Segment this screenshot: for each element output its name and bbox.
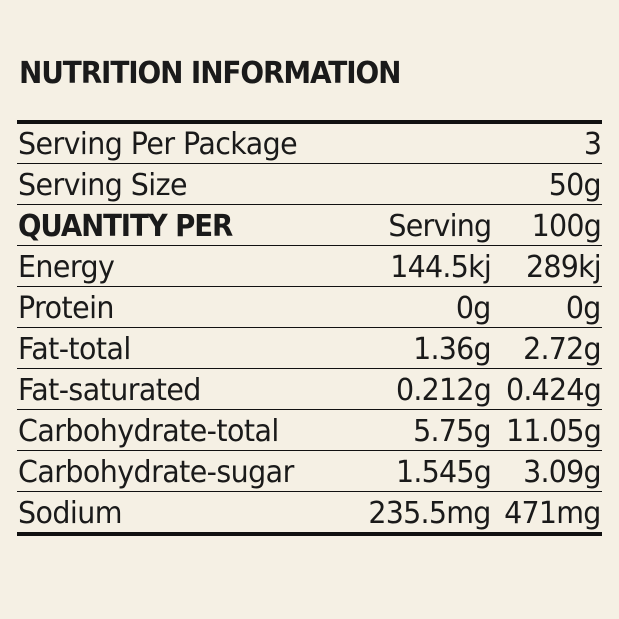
nutrient-label: Carbohydrate-sugar	[18, 455, 294, 490]
per-serving-value: 144.5kj	[390, 250, 491, 285]
table-row: Carbohydrate-total 5.75g 11.05g	[17, 410, 602, 451]
per-serving-value: 5.75g	[413, 414, 492, 449]
per-100g-value: 289kj	[525, 250, 602, 285]
table-bottom-rule	[17, 532, 602, 536]
nutrient-label: Fat-saturated	[18, 373, 201, 408]
nutrient-label: Sodium	[18, 496, 123, 531]
serving-size-value: 50g	[548, 168, 602, 203]
per-100g-value: 2.72g	[523, 332, 602, 367]
per-serving-column-header: Serving	[388, 209, 492, 244]
table-row: Fat-saturated 0.212g 0.424g	[17, 369, 602, 410]
servings-per-package-label: Serving Per Package	[18, 127, 298, 162]
quantity-header-row: QUANTITY PER Serving 100g	[17, 205, 602, 246]
per-serving-value: 235.5mg	[368, 496, 492, 531]
per-100g-column-header: 100g	[531, 209, 602, 244]
table-row: Energy 144.5kj 289kj	[17, 246, 602, 287]
per-100g-value: 0g	[566, 291, 601, 326]
servings-per-package-row: Serving Per Package 3	[17, 124, 602, 164]
per-serving-value: 1.36g	[413, 332, 492, 367]
quantity-per-label: QUANTITY PER	[18, 209, 233, 244]
table-top-rule	[17, 120, 602, 124]
serving-size-row: Serving Size 50g	[17, 164, 602, 205]
servings-per-package-value: 3	[583, 127, 602, 162]
per-100g-value: 3.09g	[523, 455, 602, 490]
table-row: Sodium 235.5mg 471mg	[17, 492, 602, 532]
nutrient-label: Protein	[18, 291, 114, 326]
table-row: Fat-total 1.36g 2.72g	[17, 328, 602, 369]
per-serving-value: 0.212g	[395, 373, 492, 408]
per-serving-value: 0g	[456, 291, 491, 326]
nutrient-label: Carbohydrate-total	[18, 414, 279, 449]
per-100g-value: 0.424g	[505, 373, 602, 408]
per-100g-value: 11.05g	[505, 414, 602, 449]
per-100g-value: 471mg	[504, 496, 602, 531]
page-title: NUTRITION INFORMATION	[19, 56, 401, 91]
table-row: Protein 0g 0g	[17, 287, 602, 328]
nutrition-table: Serving Per Package 3 Serving Size 50g Q…	[17, 120, 602, 536]
per-serving-value: 1.545g	[395, 455, 492, 490]
serving-size-label: Serving Size	[18, 168, 188, 203]
nutrient-label: Fat-total	[18, 332, 131, 367]
table-row: Carbohydrate-sugar 1.545g 3.09g	[17, 451, 602, 492]
nutrient-label: Energy	[18, 250, 115, 285]
